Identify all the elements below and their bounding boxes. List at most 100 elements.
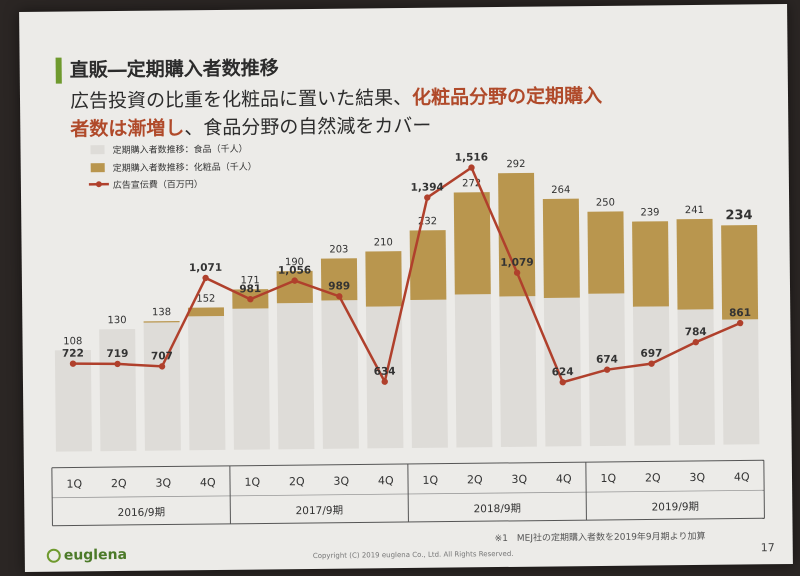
ad-spend-label-15: 861 [729,307,751,319]
bar-total-label-6: 203 [329,244,348,255]
axis-tick-label-7: 4Q [378,474,394,487]
logo-mark-icon [46,548,61,563]
bar-cosmetics-3 [187,307,225,317]
bar-total-label-12: 250 [596,197,615,208]
ad-spend-label-3: 1,071 [189,262,222,274]
copyright: Copyright (C) 2019 euglena Co., Ltd. All… [312,549,514,560]
legend-swatch-cosmetics [90,163,105,173]
bar-food-14 [677,309,715,446]
legend: 定期購入者数推移：食品（千人） 定期購入者数推移：化粧品（千人） 広告宣伝費（百万円… [88,143,257,191]
bar-total-label-7: 210 [374,237,393,248]
ad-spend-point-6 [336,293,343,300]
ad-spend-label-9: 1,516 [455,151,488,163]
axis-tick-label-12: 1Q [600,472,616,485]
axis-group-divider-2 [407,463,409,522]
axis-tick-label-5: 2Q [289,475,305,488]
axis-group-divider-1 [229,465,231,524]
bar-food-10 [499,296,537,448]
axis-tick-label-0: 1Q [66,477,82,490]
x-axis: 1Q 2Q 3Q 4Q 1Q 2Q 3Q 4Q 1Q 2Q 3Q 4Q 1Q 2Q 3Q 4Q 2016/9期 2… [51,459,765,527]
ad-spend-label-0: 722 [62,348,84,360]
axis-group-label-3: 2019/9期 [652,501,700,513]
legend-label-0: 定期購入者数推移：食品（千人） [112,143,247,156]
ad-spend-label-14: 784 [685,326,707,338]
axis-tick-label-2: 3Q [155,476,171,489]
bar-food-0 [54,350,92,452]
ad-spend-point-12 [603,366,611,373]
bar-food-5 [276,302,315,450]
ad-spend-label-11: 624 [552,366,574,378]
ad-spend-point-2 [158,363,166,370]
bar-cosmetics-10 [498,172,536,297]
bar-food-4 [232,308,270,450]
bar-food-6 [321,300,359,449]
ad-spend-polyline [73,165,741,386]
legend-label-1: 定期購入者数推移：化粧品（千人） [113,161,257,175]
bar-food-3 [188,315,226,451]
ad-spend-point-3 [202,274,209,282]
ad-spend-label-1: 719 [106,348,128,360]
bar-food-15 [722,319,760,445]
ad-spend-label-13: 697 [640,348,662,360]
ad-spend-line: 722 719 707 1,071 981 1,056 989 634 1,394 1,516 1,… [62,151,751,386]
ad-spend-point-13 [648,360,655,367]
axis-tick-label-10: 3Q [511,473,527,486]
ad-spend-point-15 [736,319,744,327]
axis-tick-label-9: 2Q [467,473,483,486]
page-number: 17 [760,541,775,555]
ad-spend-label-8: 1,394 [411,181,444,193]
bar-cosmetics-11 [542,198,580,299]
bar-food-8 [410,299,448,448]
ad-spend-label-5: 1,056 [278,264,311,276]
bar-total-label-3: 152 [196,293,215,304]
bar-total-label-14: 241 [685,205,704,216]
axis-tick-label-6: 3Q [333,475,349,488]
axis-tick-label-4: 1Q [244,476,260,489]
legend-marker-ad [95,181,102,188]
legend-swatch-food [90,145,105,155]
bar-total-label-2: 138 [152,307,171,318]
axis-group-label-0: 2016/9期 [118,507,166,519]
ad-spend-label-2: 707 [151,350,173,362]
bar-total-label-4: 171 [241,275,260,286]
axis-group-label-2: 2018/9期 [474,503,522,515]
ad-spend-label-4: 981 [239,283,261,295]
ad-spend-point-8 [424,194,431,201]
ad-spend-label-7: 634 [374,366,396,378]
ad-spend-point-1 [114,360,121,368]
ad-spend-label-10: 1,079 [500,257,533,269]
bar-cosmetics-15 [721,224,759,320]
axis-tick-label-13: 2Q [645,471,661,484]
axis-tick-label-8: 1Q [422,474,438,487]
slide: 直販―定期購入者数推移 広告投資の比重を化粧品に置いた結果、化粧品分野の定期購入… [19,3,793,573]
bar-total-label-8: 232 [418,216,437,227]
bar-total-label-11: 264 [551,185,570,196]
bar-food-2 [143,322,181,451]
bar-food-9 [454,294,493,448]
ad-spend-point-7 [381,378,388,385]
axis-tick-label-14: 3Q [689,471,705,484]
ad-spend-point-4 [247,296,254,303]
ad-spend-point-11 [559,379,566,386]
bar-cosmetics-9 [453,192,491,295]
axis-group-label-1: 2017/9期 [296,505,344,517]
bar-cosmetics-14 [676,218,714,310]
bar-total-label-15: 234 [725,208,752,223]
bar-total-label-0: 108 [63,336,82,347]
axis-tick-label-11: 4Q [556,472,572,485]
bar-cosmetics-13 [632,221,669,307]
ad-spend-point-14 [692,338,700,346]
bar-cosmetics-6 [320,258,358,301]
ad-spend-label-12: 674 [596,354,618,366]
bar-total-label-13: 239 [640,207,659,218]
bar-total-label-1: 130 [107,315,126,326]
axis-tick-label-3: 4Q [200,476,216,489]
footnote: ※1 MEJ社の定期購入者数を2019年9月期より加算 [494,531,706,545]
bar-total-label-9: 272 [462,178,481,189]
bar-cosmetics-7 [365,251,402,307]
ad-spend-point-10 [513,269,521,276]
bar-cosmetics-8 [409,230,447,301]
bar-cosmetics-12 [587,211,625,294]
bar-food-13 [632,306,671,446]
axis-tick-label-1: 2Q [111,477,127,490]
